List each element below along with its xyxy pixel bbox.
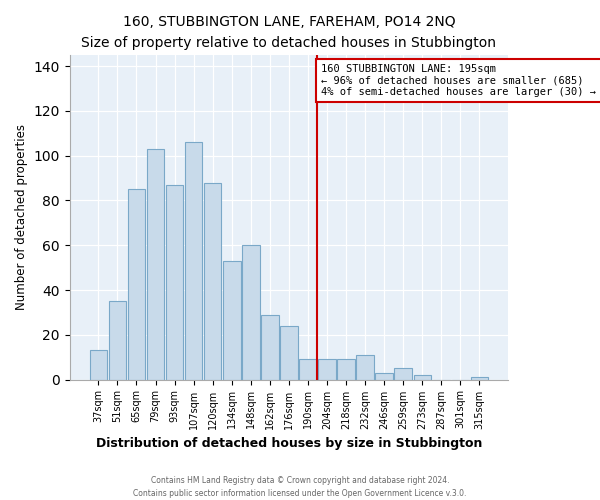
Bar	[261, 314, 278, 380]
Text: 160 STUBBINGTON LANE: 195sqm
← 96% of detached houses are smaller (685)
4% of se: 160 STUBBINGTON LANE: 195sqm ← 96% of de…	[321, 64, 596, 97]
Bar	[318, 360, 336, 380]
Bar	[109, 301, 126, 380]
Bar	[128, 190, 145, 380]
Text: Contains HM Land Registry data © Crown copyright and database right 2024.
Contai: Contains HM Land Registry data © Crown c…	[133, 476, 467, 498]
Title: 160, STUBBINGTON LANE, FAREHAM, PO14 2NQ
Size of property relative to detached h: 160, STUBBINGTON LANE, FAREHAM, PO14 2NQ…	[82, 15, 496, 50]
Bar	[413, 375, 431, 380]
Bar	[204, 182, 221, 380]
Bar	[394, 368, 412, 380]
Bar	[356, 355, 374, 380]
X-axis label: Distribution of detached houses by size in Stubbington: Distribution of detached houses by size …	[96, 437, 482, 450]
Bar	[337, 360, 355, 380]
Bar	[223, 261, 241, 380]
Bar	[242, 245, 260, 380]
Y-axis label: Number of detached properties: Number of detached properties	[15, 124, 28, 310]
Bar	[166, 185, 184, 380]
Bar	[147, 149, 164, 380]
Bar	[376, 373, 393, 380]
Bar	[89, 350, 107, 380]
Bar	[185, 142, 202, 380]
Bar	[470, 378, 488, 380]
Bar	[299, 360, 317, 380]
Bar	[280, 326, 298, 380]
